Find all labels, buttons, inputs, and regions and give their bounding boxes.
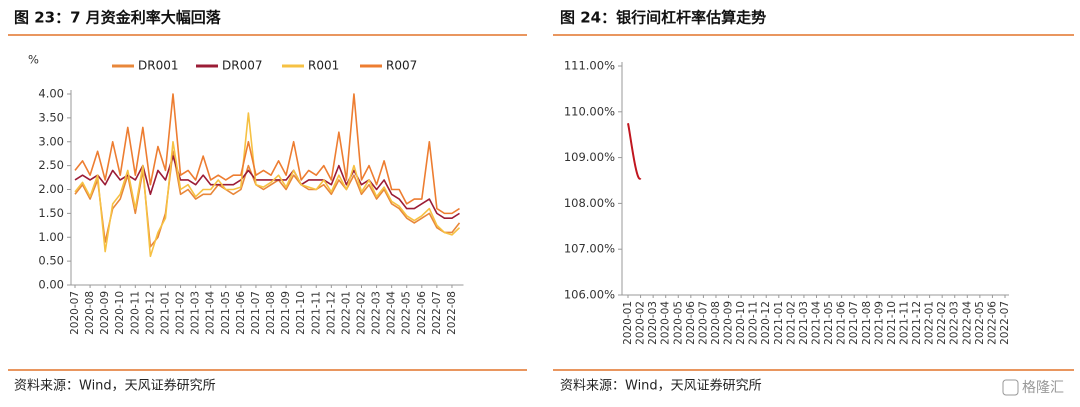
legend-label: R007 <box>386 59 417 73</box>
x-tick-label: 2020-08 <box>84 291 96 335</box>
legend-label: R001 <box>308 59 339 73</box>
x-tick-label: 2022-02 <box>936 301 948 345</box>
x-tick-label: 2022-04 <box>961 301 973 345</box>
legend-label: DR001 <box>138 59 178 73</box>
y-tick-label: 108.00% <box>564 196 615 210</box>
x-tick-label: 2021-07 <box>848 301 860 345</box>
x-tick-label: 2021-03 <box>798 301 810 345</box>
x-tick-label: 2020-07 <box>69 291 81 335</box>
x-tick-label: 2022-06 <box>416 291 428 335</box>
x-tick-label: 2021-04 <box>205 291 217 335</box>
watermark: 格隆汇 <box>1022 380 1064 396</box>
x-tick-label: 2022-02 <box>355 291 367 335</box>
y-tick-label: 110.00% <box>564 104 615 118</box>
x-tick-label: 2022-01 <box>924 301 936 345</box>
y-tick-label: 1.50 <box>38 206 64 220</box>
x-tick-label: 2022-06 <box>986 301 998 345</box>
x-tick-label: 2020-10 <box>114 291 126 335</box>
x-tick-label: 2021-07 <box>250 291 262 335</box>
x-tick-label: 2021-03 <box>190 291 202 335</box>
x-tick-label: 2021-02 <box>785 301 797 345</box>
x-tick-label: 2020-10 <box>735 301 747 345</box>
x-tick-label: 2021-05 <box>220 291 232 335</box>
series-line <box>74 112 461 258</box>
chart-title: 图 24：银行间杠杆率估算走势 <box>560 9 766 27</box>
y-tick-label: 2.00 <box>38 182 64 196</box>
x-tick-label: 2021-08 <box>861 301 873 345</box>
series-line <box>74 93 460 215</box>
y-tick-label: 3.00 <box>38 134 64 148</box>
x-tick-label: 2022-07 <box>999 301 1011 345</box>
series-line <box>627 123 642 180</box>
chart-title: 图 23：7 月资金利率大幅回落 <box>14 9 222 27</box>
y-tick-label: 107.00% <box>564 242 615 256</box>
x-tick-label: 2021-02 <box>175 291 187 335</box>
x-tick-label: 2021-10 <box>295 291 307 335</box>
x-tick-label: 2021-06 <box>235 291 247 335</box>
y-tick-label: 4.00 <box>38 87 64 101</box>
x-tick-label: 2020-04 <box>660 301 672 345</box>
x-tick-label: 2020-06 <box>685 301 697 345</box>
series-line <box>74 150 461 248</box>
x-tick-label: 2020-12 <box>144 291 156 335</box>
x-tick-label: 2020-02 <box>635 301 647 345</box>
x-tick-label: 2022-08 <box>446 291 458 335</box>
x-tick-label: 2022-07 <box>431 291 443 335</box>
x-tick-label: 2021-06 <box>836 301 848 345</box>
x-tick-label: 2021-11 <box>310 291 322 335</box>
x-tick-label: 2020-09 <box>723 301 735 345</box>
x-tick-label: 2020-08 <box>710 301 722 345</box>
x-tick-label: 2020-07 <box>697 301 709 345</box>
source: 资料来源：Wind，天风证券研究所 <box>560 378 762 394</box>
y-tick-label: 109.00% <box>564 150 615 164</box>
y-tick-label: 1.00 <box>38 230 64 244</box>
x-tick-label: 2021-12 <box>911 301 923 345</box>
watermark-icon <box>1002 379 1019 396</box>
x-tick-label: 2020-11 <box>129 291 141 335</box>
x-tick-label: 2020-03 <box>647 301 659 345</box>
y-tick-label: 106.00% <box>564 288 615 302</box>
y-tick-label: 111.00% <box>564 59 615 73</box>
x-tick-label: 2022-05 <box>974 301 986 345</box>
legend-label: DR007 <box>222 59 262 73</box>
x-tick-label: 2021-08 <box>265 291 277 335</box>
x-tick-label: 2021-05 <box>823 301 835 345</box>
x-tick-label: 2021-04 <box>811 301 823 345</box>
x-tick-label: 2021-09 <box>873 301 885 345</box>
x-tick-label: 2021-10 <box>886 301 898 345</box>
y-tick-label: 0.00 <box>38 278 64 292</box>
series-line <box>74 155 460 219</box>
y-tick-label: 3.50 <box>38 110 64 124</box>
x-tick-label: 2020-12 <box>760 301 772 345</box>
x-tick-label: 2020-09 <box>99 291 111 335</box>
x-tick-label: 2021-01 <box>773 301 785 345</box>
x-tick-label: 2022-05 <box>401 291 413 335</box>
y-tick-label: 0.50 <box>38 254 64 268</box>
x-tick-label: 2020-01 <box>622 301 634 345</box>
x-tick-label: 2022-03 <box>949 301 961 345</box>
source: 资料来源：Wind，天风证券研究所 <box>14 378 216 394</box>
x-tick-label: 2022-04 <box>386 291 398 335</box>
x-tick-label: 2022-03 <box>371 291 383 335</box>
y-tick-label: 2.50 <box>38 158 64 172</box>
x-tick-label: 2021-11 <box>898 301 910 345</box>
x-tick-label: 2022-01 <box>340 291 352 335</box>
x-tick-label: 2020-11 <box>748 301 760 345</box>
x-tick-label: 2021-09 <box>280 291 292 335</box>
x-tick-label: 2021-12 <box>325 291 337 335</box>
x-tick-label: 2020-05 <box>672 301 684 345</box>
y-unit: % <box>28 53 39 67</box>
x-tick-label: 2021-01 <box>159 291 171 335</box>
